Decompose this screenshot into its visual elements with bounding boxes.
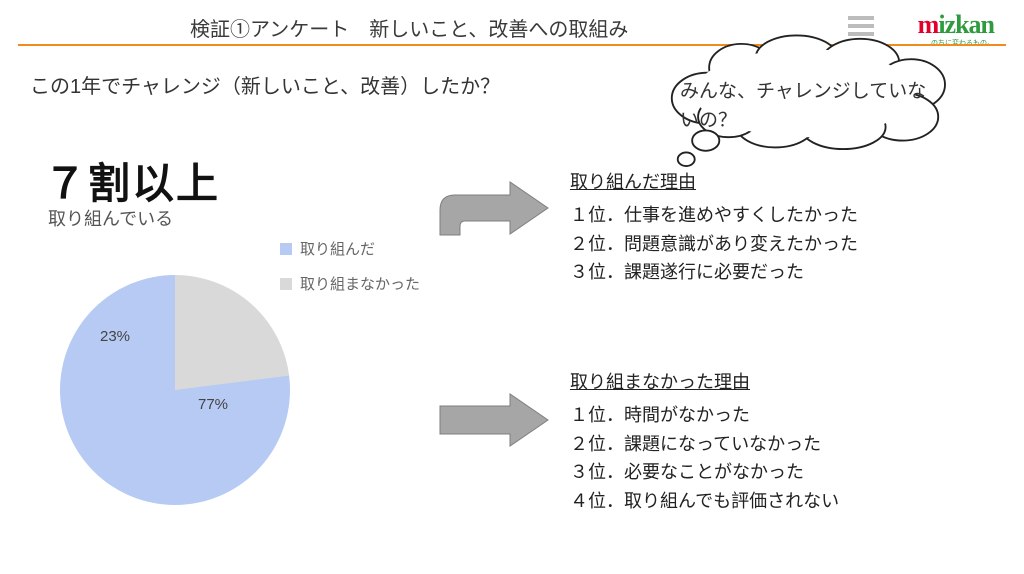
reasons-no-item: ３位．必要なことがなかった (570, 458, 839, 487)
reasons-no-title: 取り組まなかった理由 (570, 368, 839, 397)
reasons-yes-title: 取り組んだ理由 (570, 168, 858, 197)
reasons-yes-item: １位．仕事を進めやすくしたかった (570, 201, 858, 230)
legend-swatch-icon (280, 278, 292, 290)
legend-item: 取り組まなかった (280, 273, 420, 294)
reasons-yes-item: ２位．問題意識があり変えたかった (570, 230, 858, 259)
reasons-no-item: ２位．課題になっていなかった (570, 430, 839, 459)
legend-item: 取り組んだ (280, 238, 420, 259)
chart-legend: 取り組んだ 取り組まなかった (280, 238, 420, 308)
pie-slice-label-major: 77% (198, 396, 228, 413)
arrow-icon (430, 392, 550, 452)
reasons-yes: 取り組んだ理由 １位．仕事を進めやすくしたかった ２位．問題意識があり変えたかっ… (570, 168, 858, 287)
arrow-icon (430, 180, 550, 260)
subheadline: 取り組んでいる (48, 205, 173, 231)
legend-label: 取り組んだ (300, 238, 375, 259)
headline: ７割以上 (44, 150, 220, 211)
survey-question: この1年でチャレンジ（新しいこと、改善）したか？ (30, 70, 500, 99)
page-title: 検証①アンケート 新しいこと、改善への取組み (190, 13, 628, 42)
speech-cloud-text: みんな、チャレンジしていないの？ (680, 78, 940, 135)
legend-label: 取り組まなかった (300, 273, 420, 294)
reasons-no: 取り組まなかった理由 １位．時間がなかった ２位．課題になっていなかった ３位．… (570, 368, 839, 516)
reasons-no-item: ４位．取り組んでも評価されない (570, 487, 839, 516)
pie-slice-label-minor: 23% (100, 328, 130, 345)
reasons-no-item: １位．時間がなかった (570, 401, 839, 430)
legend-swatch-icon (280, 243, 292, 255)
pie-chart (60, 275, 290, 505)
reasons-yes-item: ３位．課題遂行に必要だった (570, 258, 858, 287)
